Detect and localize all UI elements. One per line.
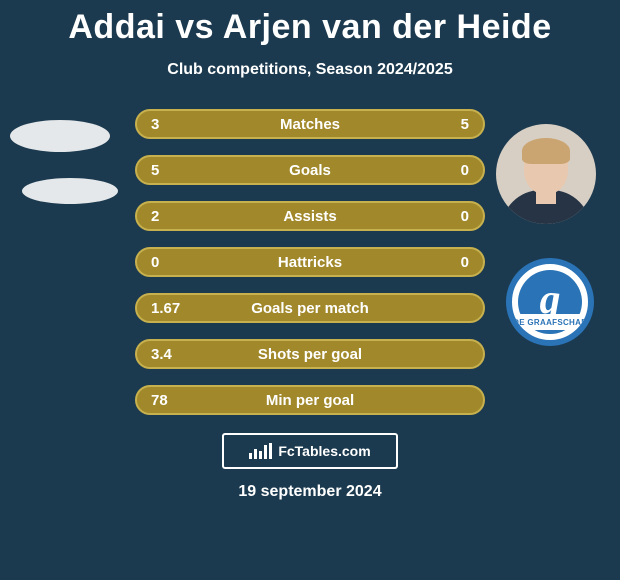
stat-row: 2Assists0 <box>135 201 485 231</box>
stat-left-value: 3.4 <box>151 346 201 363</box>
stat-row: 78Min per goal <box>135 385 485 415</box>
stat-left-value: 2 <box>151 208 201 225</box>
stat-right-value: 0 <box>419 208 469 225</box>
player2-club-badge: g DE GRAAFSCHAP <box>500 258 600 346</box>
stat-left-value: 3 <box>151 116 201 133</box>
stat-label: Goals per match <box>201 300 419 317</box>
subtitle: Club competitions, Season 2024/2025 <box>0 61 620 79</box>
stat-label: Hattricks <box>201 254 419 271</box>
stat-right-value: 0 <box>419 162 469 179</box>
stat-row: 0Hattricks0 <box>135 247 485 277</box>
stat-label: Assists <box>201 208 419 225</box>
stat-row: 3.4Shots per goal <box>135 339 485 369</box>
stat-left-value: 0 <box>151 254 201 271</box>
stat-left-value: 78 <box>151 392 201 409</box>
page-title: Addai vs Arjen van der Heide <box>0 0 620 47</box>
stat-label: Goals <box>201 162 419 179</box>
brand-badge: FcTables.com <box>222 433 398 469</box>
brand-text: FcTables.com <box>278 443 370 459</box>
stat-row: 3Matches5 <box>135 109 485 139</box>
player2-avatar <box>496 124 596 224</box>
stat-label: Min per goal <box>201 392 419 409</box>
stats-table: 3Matches55Goals02Assists00Hattricks01.67… <box>135 109 485 415</box>
stat-left-value: 5 <box>151 162 201 179</box>
club-name: DE GRAAFSCHAP <box>512 314 588 330</box>
bar-chart-icon <box>249 443 272 459</box>
player1-avatar-placeholder-top <box>10 120 110 152</box>
stat-right-value: 5 <box>419 116 469 133</box>
date-text: 19 september 2024 <box>0 483 620 501</box>
stat-row: 1.67Goals per match <box>135 293 485 323</box>
stat-left-value: 1.67 <box>151 300 201 317</box>
player1-avatar-placeholder-bottom <box>22 178 118 204</box>
stat-label: Shots per goal <box>201 346 419 363</box>
stat-label: Matches <box>201 116 419 133</box>
stat-right-value: 0 <box>419 254 469 271</box>
stat-row: 5Goals0 <box>135 155 485 185</box>
